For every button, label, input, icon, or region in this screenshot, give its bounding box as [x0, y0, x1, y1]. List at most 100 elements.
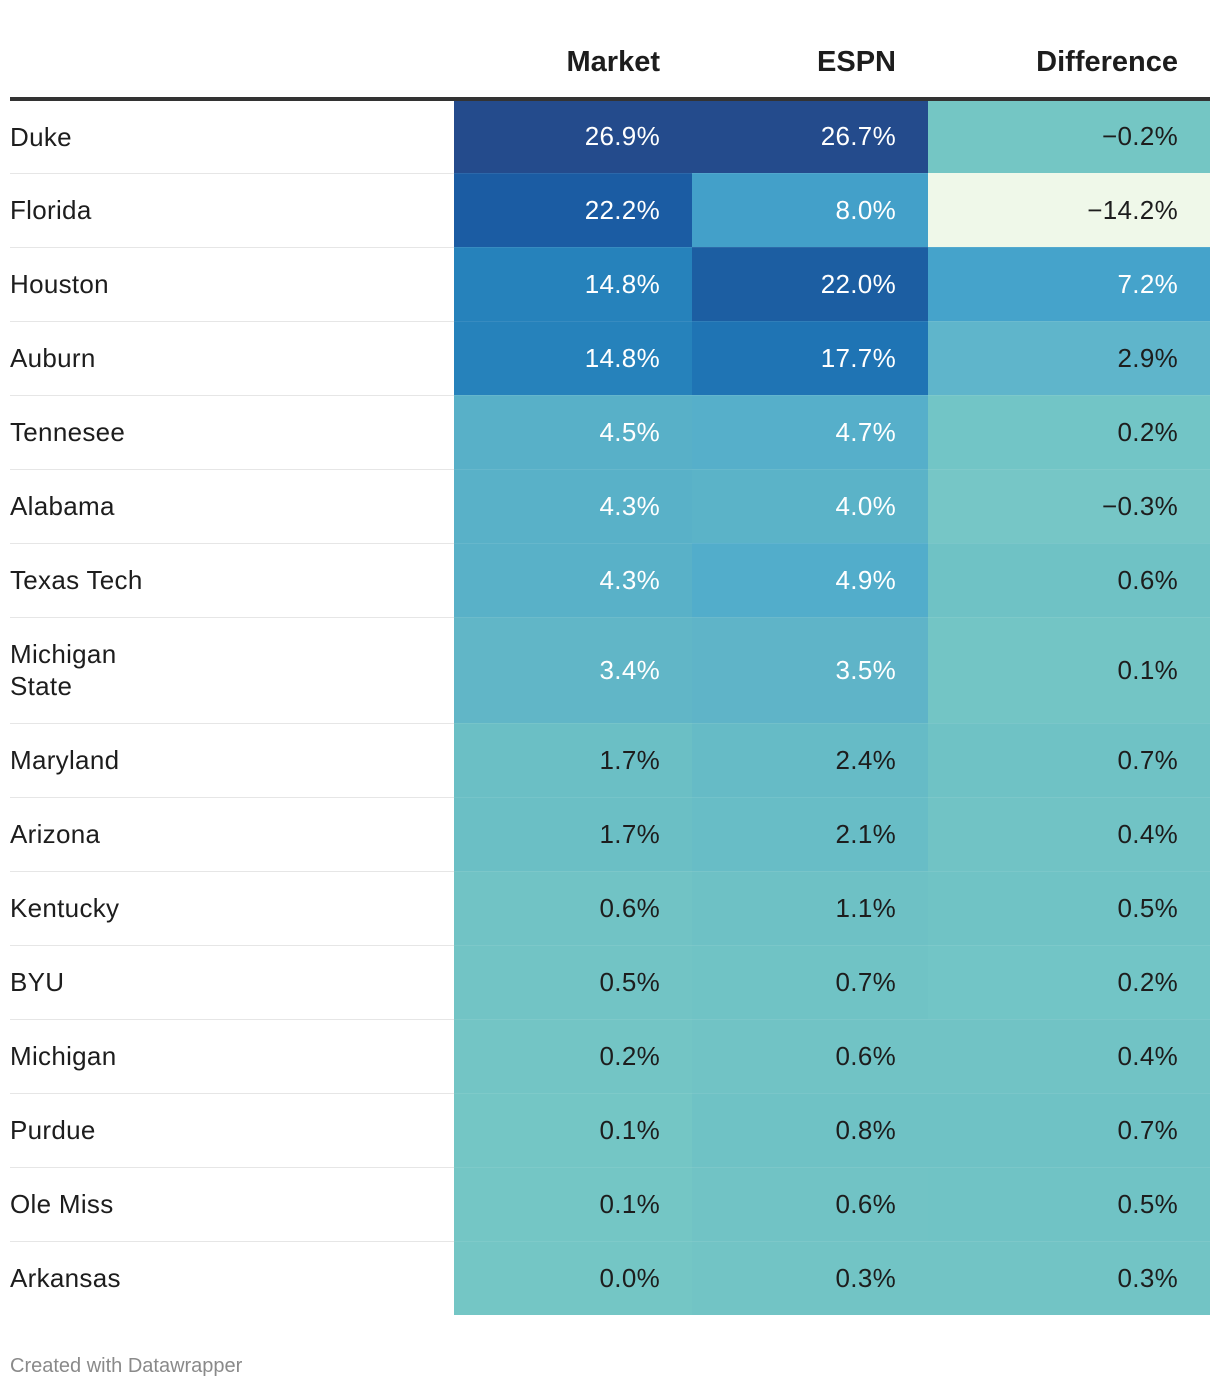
- team-name: Maryland: [10, 745, 120, 775]
- espn-value-cell: 0.7%: [692, 945, 928, 1020]
- market-value-cell: 26.9%: [454, 99, 692, 174]
- difference-value-cell: 0.7%: [928, 1093, 1210, 1168]
- header-row: Market ESPN Difference: [10, 0, 1210, 101]
- espn-column-header[interactable]: ESPN: [692, 0, 928, 101]
- espn-value-cell: 26.7%: [692, 99, 928, 174]
- team-name-cell: Arizona: [10, 797, 454, 872]
- market-value-cell: 3.4%: [454, 617, 692, 724]
- table-row: Ole Miss 0.1% 0.6% 0.5%: [10, 1167, 1210, 1242]
- team-name-cell: Arkansas: [10, 1241, 454, 1315]
- espn-value-cell: 8.0%: [692, 173, 928, 248]
- team-name: Texas Tech: [10, 565, 143, 595]
- datawrapper-credit: Created with Datawrapper: [10, 1355, 243, 1377]
- difference-value-cell: 0.2%: [928, 395, 1210, 470]
- espn-value-cell: 0.8%: [692, 1093, 928, 1168]
- difference-value-cell: 0.4%: [928, 797, 1210, 872]
- team-name: Purdue: [10, 1115, 96, 1145]
- team-name-cell: Kentucky: [10, 871, 454, 946]
- difference-value-cell: 0.6%: [928, 543, 1210, 618]
- espn-value-cell: 1.1%: [692, 871, 928, 946]
- market-value-cell: 1.7%: [454, 797, 692, 872]
- market-value-cell: 1.7%: [454, 723, 692, 798]
- espn-value-cell: 4.7%: [692, 395, 928, 470]
- table-row: Kentucky 0.6% 1.1% 0.5%: [10, 871, 1210, 946]
- market-value-cell: 0.1%: [454, 1167, 692, 1242]
- espn-value-cell: 22.0%: [692, 247, 928, 322]
- table-row: BYU 0.5% 0.7% 0.2%: [10, 945, 1210, 1020]
- team-name: Kentucky: [10, 893, 120, 923]
- team-name-cell: Houston: [10, 247, 454, 322]
- difference-value-cell: 0.5%: [928, 871, 1210, 946]
- table-row: Tennesee 4.5% 4.7% 0.2%: [10, 395, 1210, 470]
- difference-value-cell: 0.4%: [928, 1019, 1210, 1094]
- team-name-cell: Michigan: [10, 1019, 454, 1094]
- table-row: Texas Tech 4.3% 4.9% 0.6%: [10, 543, 1210, 618]
- table-row: Auburn 14.8% 17.7% 2.9%: [10, 321, 1210, 396]
- table-row: Arkansas 0.0% 0.3% 0.3%: [10, 1241, 1210, 1316]
- heatmap-table-container: Market ESPN Difference Duke 26.9% 26.7% −0.…: [10, 0, 1210, 1316]
- market-value-cell: 14.8%: [454, 321, 692, 396]
- market-value-cell: 4.5%: [454, 395, 692, 470]
- table-row: Duke 26.9% 26.7% −0.2%: [10, 99, 1210, 174]
- difference-value-cell: 0.1%: [928, 617, 1210, 724]
- team-name-cell: Tennesee: [10, 395, 454, 470]
- table-row: Purdue 0.1% 0.8% 0.7%: [10, 1093, 1210, 1168]
- team-name-cell: Auburn: [10, 321, 454, 396]
- table-row: Houston 14.8% 22.0% 7.2%: [10, 247, 1210, 322]
- team-name: BYU: [10, 967, 65, 997]
- team-name: Michigan State: [10, 639, 117, 701]
- difference-value-cell: 7.2%: [928, 247, 1210, 322]
- team-name-cell: Texas Tech: [10, 543, 454, 618]
- table-row: Maryland 1.7% 2.4% 0.7%: [10, 723, 1210, 798]
- team-name: Auburn: [10, 343, 96, 373]
- team-name: Duke: [10, 121, 72, 152]
- difference-value-cell: −0.3%: [928, 469, 1210, 544]
- market-value-cell: 0.1%: [454, 1093, 692, 1168]
- table-body: Duke 26.9% 26.7% −0.2% Florida 22.2% 8.0% −14.2…: [10, 99, 1210, 1316]
- team-name-cell: Alabama: [10, 469, 454, 544]
- market-value-cell: 0.0%: [454, 1241, 692, 1316]
- team-name: Michigan: [10, 1041, 117, 1071]
- table-row: Arizona 1.7% 2.1% 0.4%: [10, 797, 1210, 872]
- espn-value-cell: 17.7%: [692, 321, 928, 396]
- market-value-cell: 4.3%: [454, 543, 692, 618]
- team-name-cell: Florida: [10, 173, 454, 248]
- espn-value-cell: 4.9%: [692, 543, 928, 618]
- team-name-cell: Duke: [10, 99, 454, 174]
- team-name: Florida: [10, 195, 92, 225]
- team-name-cell: Michigan State: [10, 617, 454, 724]
- team-name-cell: Maryland: [10, 723, 454, 798]
- team-name: Tennesee: [10, 417, 126, 447]
- espn-value-cell: 4.0%: [692, 469, 928, 544]
- espn-value-cell: 0.6%: [692, 1019, 928, 1094]
- team-name-cell: Purdue: [10, 1093, 454, 1168]
- espn-value-cell: 2.1%: [692, 797, 928, 872]
- market-column-header[interactable]: Market: [454, 0, 692, 101]
- market-value-cell: 14.8%: [454, 247, 692, 322]
- table-row: Michigan State 3.4% 3.5% 0.1%: [10, 617, 1210, 724]
- table-row: Michigan 0.2% 0.6% 0.4%: [10, 1019, 1210, 1094]
- heatmap-table: Market ESPN Difference Duke 26.9% 26.7% −0.…: [10, 0, 1210, 1316]
- market-value-cell: 0.5%: [454, 945, 692, 1020]
- team-name: Arizona: [10, 819, 101, 849]
- team-column-header: [10, 0, 454, 101]
- team-name: Arkansas: [10, 1263, 121, 1294]
- market-value-cell: 0.2%: [454, 1019, 692, 1094]
- difference-value-cell: 2.9%: [928, 321, 1210, 396]
- difference-value-cell: −14.2%: [928, 173, 1210, 248]
- table-header: Market ESPN Difference: [10, 0, 1210, 101]
- difference-column-header[interactable]: Difference: [928, 0, 1210, 101]
- table-row: Florida 22.2% 8.0% −14.2%: [10, 173, 1210, 248]
- espn-value-cell: 3.5%: [692, 617, 928, 724]
- team-name: Houston: [10, 269, 109, 299]
- table-row: Alabama 4.3% 4.0% −0.3%: [10, 469, 1210, 544]
- difference-value-cell: 0.7%: [928, 723, 1210, 798]
- difference-value-cell: −0.2%: [928, 99, 1210, 174]
- team-name-cell: BYU: [10, 945, 454, 1020]
- difference-value-cell: 0.5%: [928, 1167, 1210, 1242]
- market-value-cell: 0.6%: [454, 871, 692, 946]
- team-name-cell: Ole Miss: [10, 1167, 454, 1242]
- espn-value-cell: 0.6%: [692, 1167, 928, 1242]
- espn-value-cell: 2.4%: [692, 723, 928, 798]
- espn-value-cell: 0.3%: [692, 1241, 928, 1316]
